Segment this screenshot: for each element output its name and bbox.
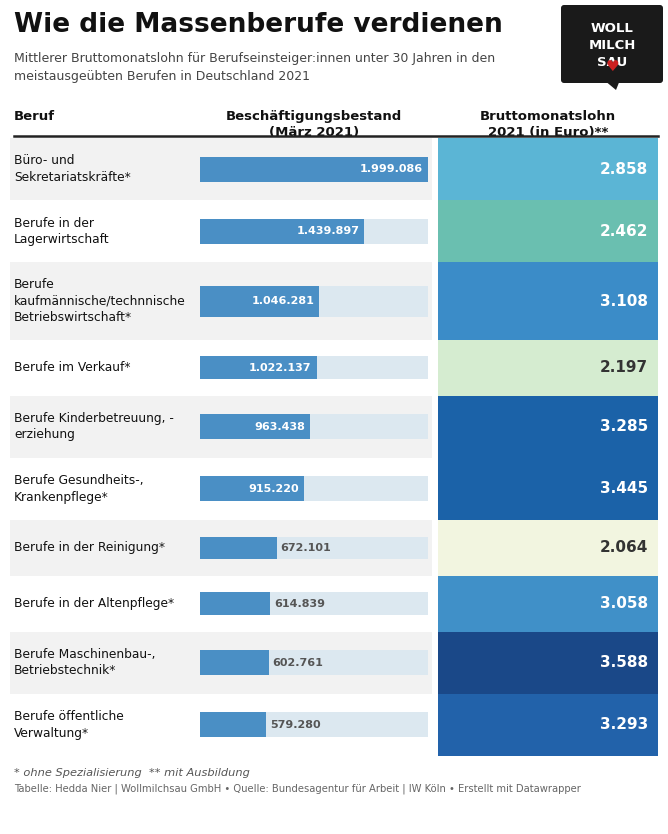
Text: Berufe
kaufmännische/technnische
Betriebswirtschaft*: Berufe kaufmännische/technnische Betrieb… (14, 278, 186, 324)
Text: Berufe öffentliche
Verwaltung*: Berufe öffentliche Verwaltung* (14, 710, 124, 740)
Text: 1.999.086: 1.999.086 (360, 164, 423, 174)
Bar (10, 339, 432, 395)
Text: Mittlerer Bruttomonatslohn für Berufseinsteiger:innen unter 30 Jahren in den
mei: Mittlerer Bruttomonatslohn für Berufsein… (14, 52, 495, 83)
Bar (10, 200, 432, 263)
Text: 579.280: 579.280 (270, 720, 321, 730)
Text: 3.445: 3.445 (600, 481, 648, 496)
Text: Berufe in der
Lagerwirtschaft: Berufe in der Lagerwirtschaft (14, 217, 110, 246)
Bar (438, 694, 658, 756)
Bar (438, 631, 658, 694)
Bar (200, 219, 364, 244)
Text: Berufe in der Altenpflege*: Berufe in der Altenpflege* (14, 597, 174, 610)
Bar (10, 694, 432, 756)
Bar (200, 157, 428, 182)
Text: MILCH: MILCH (589, 39, 636, 52)
Text: 3.058: 3.058 (600, 596, 648, 611)
Text: Wie die Massenberufe verdienen: Wie die Massenberufe verdienen (14, 12, 503, 38)
Text: 915.220: 915.220 (248, 484, 299, 494)
Bar (200, 712, 428, 737)
Bar (200, 651, 269, 675)
Bar (438, 575, 658, 631)
Text: 3.588: 3.588 (600, 656, 648, 671)
Text: ♥: ♥ (605, 58, 619, 73)
Bar (10, 575, 432, 631)
Text: Berufe Kinderbetreuung, -
erziehung: Berufe Kinderbetreuung, - erziehung (14, 412, 174, 441)
Text: 3.285: 3.285 (600, 420, 648, 435)
Text: Tabelle: Hedda Nier | Wollmilchsau GmbH • Quelle: Bundesagentur für Arbeit | IW : Tabelle: Hedda Nier | Wollmilchsau GmbH … (14, 784, 581, 795)
Bar (200, 712, 266, 737)
Bar (200, 537, 428, 559)
Text: Berufe Maschinenbau-,
Betriebstechnik*: Berufe Maschinenbau-, Betriebstechnik* (14, 648, 156, 677)
Text: 1.022.137: 1.022.137 (249, 363, 311, 373)
Text: 1.439.897: 1.439.897 (296, 226, 359, 236)
Bar (200, 219, 428, 244)
Text: Berufe im Verkauf*: Berufe im Verkauf* (14, 361, 130, 374)
Text: 2.462: 2.462 (599, 224, 648, 239)
Text: SAU: SAU (597, 56, 627, 69)
Text: 1.046.281: 1.046.281 (251, 296, 315, 306)
Bar (200, 476, 428, 501)
Text: 3.293: 3.293 (600, 717, 648, 732)
Bar (438, 200, 658, 263)
Bar (438, 138, 658, 200)
Text: 3.108: 3.108 (600, 294, 648, 309)
Bar (10, 395, 432, 458)
Text: 963.438: 963.438 (254, 422, 305, 432)
Bar (200, 592, 428, 615)
Bar (200, 537, 277, 559)
Text: 2.197: 2.197 (600, 360, 648, 375)
Text: 2.064: 2.064 (600, 540, 648, 555)
Bar (200, 285, 319, 317)
Text: 602.761: 602.761 (273, 658, 323, 668)
Text: Berufe Gesundheits-,
Krankenpflege*: Berufe Gesundheits-, Krankenpflege* (14, 474, 144, 504)
Bar (200, 476, 305, 501)
Bar (200, 651, 428, 675)
Bar (200, 285, 428, 317)
Text: * ohne Spezialisierung  ** mit Ausbildung: * ohne Spezialisierung ** mit Ausbildung (14, 768, 250, 778)
Bar (200, 414, 310, 439)
Text: Büro- und
Sekretariatskräfte*: Büro- und Sekretariatskräfte* (14, 154, 131, 183)
Text: Beruf: Beruf (14, 110, 55, 123)
Bar (438, 263, 658, 339)
Bar (10, 631, 432, 694)
Text: Bruttomonatslohn
2021 (in Euro)**: Bruttomonatslohn 2021 (in Euro)** (480, 110, 616, 139)
Bar (10, 458, 432, 520)
Bar (438, 395, 658, 458)
Bar (438, 520, 658, 575)
Bar (438, 458, 658, 520)
Bar (200, 356, 317, 379)
Text: Berufe in der Reinigung*: Berufe in der Reinigung* (14, 541, 165, 555)
Text: 614.839: 614.839 (274, 599, 325, 609)
Bar (10, 520, 432, 575)
Text: 2.858: 2.858 (600, 162, 648, 177)
Bar (10, 263, 432, 339)
FancyBboxPatch shape (561, 5, 663, 83)
Bar (10, 138, 432, 200)
Bar (200, 356, 428, 379)
Text: WOLL: WOLL (591, 22, 633, 35)
Bar (200, 157, 428, 182)
Bar (200, 414, 428, 439)
Bar (438, 339, 658, 395)
Text: Beschäftigungsbestand
(März 2021): Beschäftigungsbestand (März 2021) (226, 110, 402, 139)
Bar (200, 592, 270, 615)
Text: 672.101: 672.101 (281, 543, 331, 553)
Polygon shape (604, 80, 620, 90)
